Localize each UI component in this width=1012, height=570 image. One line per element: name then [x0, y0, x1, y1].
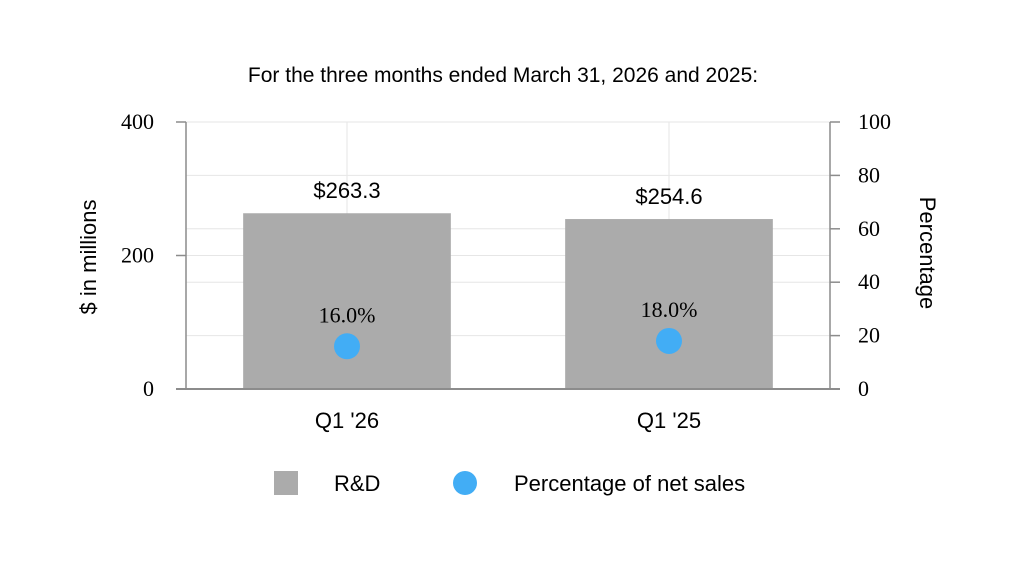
x-tick-label: Q1 '26 — [315, 408, 379, 433]
x-axis-ticks: Q1 '26 Q1 '25 — [315, 408, 701, 433]
y2-axis-label: Percentage — [915, 197, 940, 310]
right-axis-ticks: 0 20 40 60 80 100 — [830, 109, 891, 401]
legend: R&D Percentage of net sales — [274, 471, 745, 496]
bar-rd-0 — [243, 213, 451, 389]
bar-label-rd-0: $263.3 — [313, 178, 380, 203]
y-axis-label: $ in millions — [76, 200, 101, 315]
x-tick-label: Q1 '25 — [637, 408, 701, 433]
point-data-labels: 16.0% 18.0% — [319, 297, 698, 327]
bar-series — [243, 213, 773, 389]
right-tick-label: 0 — [858, 376, 869, 401]
right-tick-label: 60 — [858, 216, 880, 241]
legend-label-percentage: Percentage of net sales — [514, 471, 745, 496]
point-label-percentage-1: 18.0% — [641, 297, 698, 322]
point-percentage-1 — [656, 327, 682, 354]
bar-label-rd-1: $254.6 — [635, 184, 702, 209]
left-tick-label: 400 — [121, 109, 154, 134]
point-series — [334, 327, 682, 360]
left-tick-label: 200 — [121, 243, 154, 268]
legend-swatch-rd — [274, 471, 298, 495]
left-tick-label: 0 — [143, 376, 154, 401]
bar-rd-1 — [565, 219, 773, 389]
right-tick-label: 20 — [858, 323, 880, 348]
right-tick-label: 100 — [858, 109, 891, 134]
legend-swatch-percentage — [453, 471, 477, 495]
point-percentage-0 — [334, 333, 360, 360]
point-label-percentage-0: 16.0% — [319, 302, 376, 327]
right-tick-label: 80 — [858, 162, 880, 187]
legend-label-rd: R&D — [334, 471, 380, 496]
left-axis-ticks: 0 200 400 — [121, 109, 186, 401]
chart-title: For the three months ended March 31, 202… — [248, 64, 758, 87]
bar-data-labels: $263.3 $254.6 — [313, 178, 702, 209]
right-tick-label: 40 — [858, 269, 880, 294]
